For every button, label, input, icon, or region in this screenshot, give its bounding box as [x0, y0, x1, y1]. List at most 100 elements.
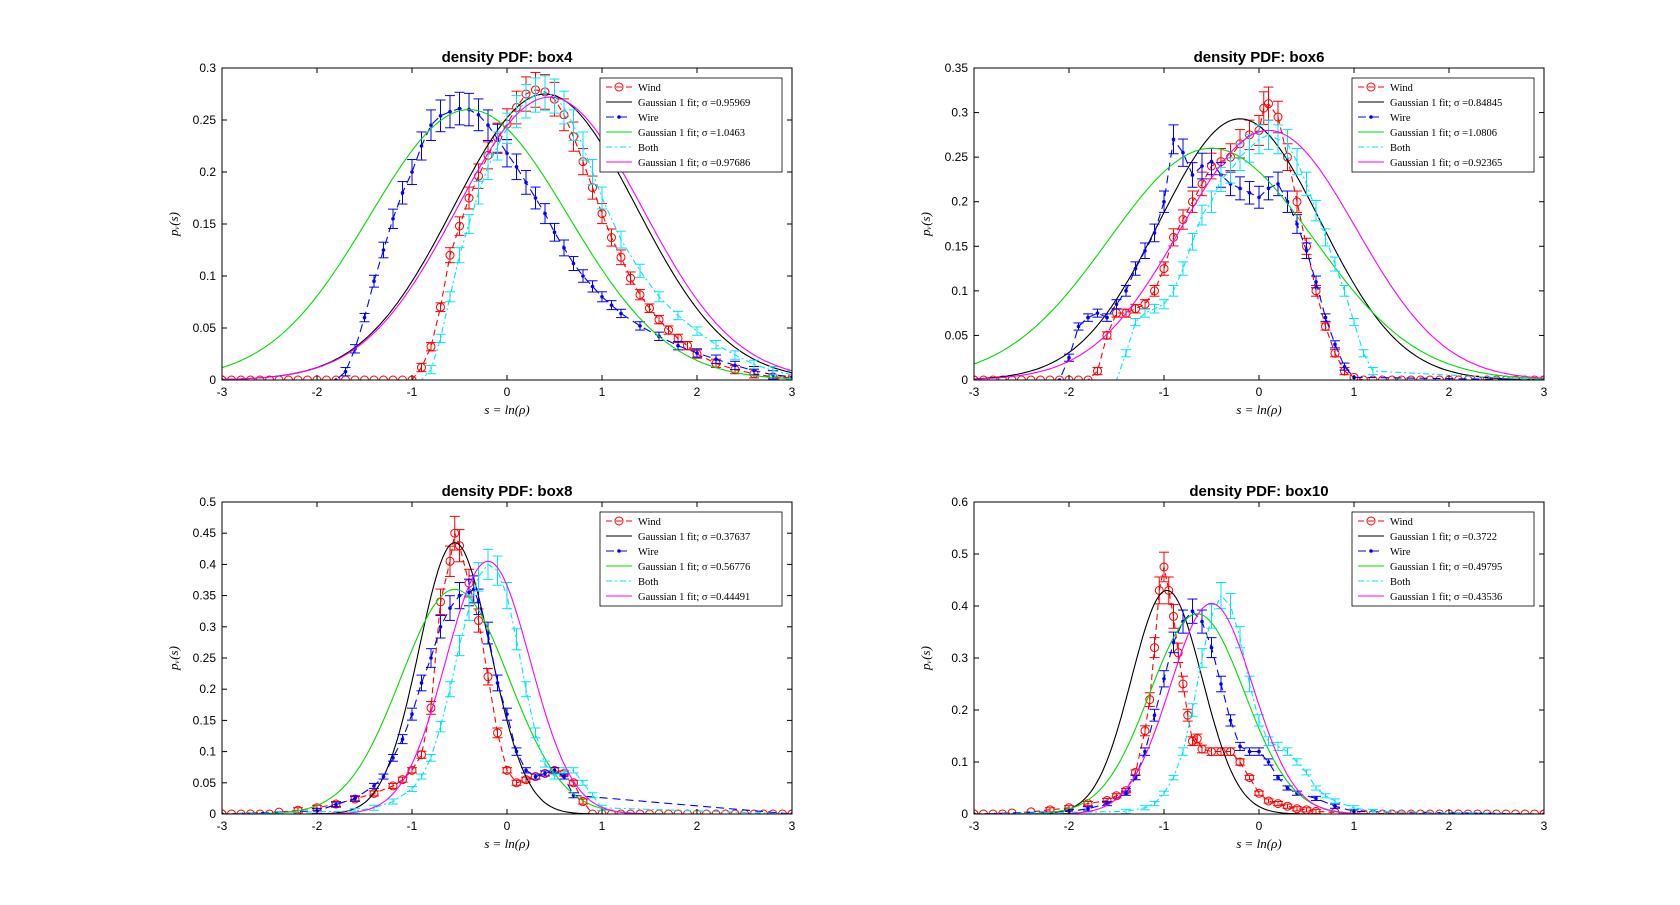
error-bar	[1282, 129, 1293, 159]
error-bar	[1311, 199, 1321, 222]
error-bar	[1121, 808, 1131, 814]
data-point-circle	[1292, 197, 1302, 207]
error-bar	[1168, 285, 1179, 297]
data-point-circle	[445, 250, 455, 260]
data-point-dot	[381, 774, 386, 779]
legend-label: Gaussian 1 fit; σ =0.44491	[638, 592, 750, 603]
legend-item: Wind	[606, 82, 662, 94]
error-bar	[787, 370, 792, 380]
data-point-dot	[438, 625, 443, 629]
data-point-circle	[1359, 809, 1368, 814]
data-point-circle	[1074, 375, 1083, 380]
data-point-circle	[512, 778, 521, 788]
data-point-circle	[379, 375, 388, 380]
data-point-dot	[410, 170, 414, 174]
data-point-dot	[438, 114, 443, 118]
data-point-dot	[419, 144, 424, 148]
data-point-circle	[1283, 801, 1292, 811]
data-point-circle	[1492, 375, 1501, 380]
data-point-dot	[1190, 173, 1195, 177]
legend-box	[599, 511, 783, 607]
data-point-circle	[407, 765, 417, 775]
data-point-dot	[733, 363, 737, 368]
error-bar	[1301, 171, 1312, 197]
x-axis-label: s = ln(ρ)	[1236, 402, 1281, 417]
data-point-circle	[1026, 375, 1036, 380]
y-axis-label: pᵥ(s)	[918, 646, 933, 671]
series-fit-line	[974, 613, 1544, 814]
data-point-circle	[455, 541, 464, 551]
data-point-circle	[417, 750, 426, 760]
y-tick-label: 0.05	[945, 328, 969, 342]
y-tick-label: 0.2	[199, 682, 216, 696]
data-point-circle	[350, 375, 360, 380]
error-bar	[445, 247, 455, 264]
data-point-circle	[1145, 695, 1155, 705]
error-bar	[1187, 233, 1198, 251]
error-bar	[540, 760, 550, 768]
series-data-line	[974, 594, 1544, 814]
error-bar	[502, 112, 512, 144]
legend-item: Wind	[606, 516, 662, 528]
data-point-dot	[1342, 364, 1347, 369]
data-point-dot	[1076, 324, 1081, 329]
data-point-circle	[1330, 348, 1340, 358]
data-point-circle	[1463, 809, 1473, 814]
legend-label: Gaussian 1 fit; σ =1.0463	[638, 128, 745, 139]
data-point-circle	[265, 375, 274, 380]
data-point-circle	[626, 273, 635, 283]
data-point-dot	[1143, 248, 1147, 253]
y-tick-label: 0.5	[951, 547, 968, 561]
data-point-dot	[486, 631, 490, 635]
data-point-dot	[391, 217, 395, 221]
error-bar	[445, 545, 455, 577]
data-point-dot	[1285, 786, 1290, 790]
error-bar	[1140, 805, 1150, 811]
legend-item: Gaussian 1 fit; σ =0.92365	[1358, 158, 1502, 169]
data-point-dot	[1162, 199, 1166, 204]
data-point-dot	[514, 749, 519, 754]
data-point-circle	[1093, 366, 1102, 376]
error-bar	[454, 634, 465, 657]
legend-item: Gaussian 1 fit; σ =1.0463	[606, 128, 745, 139]
series-data-line	[974, 134, 1544, 380]
data-point-dot	[524, 768, 528, 773]
data-point-circle	[284, 375, 293, 380]
y-tick-label: 0.1	[951, 284, 968, 298]
x-tick-label: 0	[504, 385, 511, 399]
error-bar	[1273, 124, 1283, 155]
legend-item: Both	[1358, 577, 1411, 588]
legend-label: Wind	[638, 83, 662, 94]
data-point-circle	[711, 809, 721, 814]
data-point-circle	[474, 616, 483, 626]
data-point-circle	[979, 809, 988, 814]
data-point-circle	[1159, 562, 1169, 572]
data-point-dot	[752, 368, 756, 373]
chart-panel: -3 -2 -1 0 1 2 3 0 0.1 0.2 0.3 0.4 0.5 0.6 density PDF…	[918, 483, 1548, 851]
error-bar	[568, 767, 579, 774]
data-point-circle	[531, 772, 540, 782]
error-bar	[587, 792, 598, 799]
y-tick-label: 0.4	[951, 599, 968, 613]
data-point-circle	[1259, 103, 1269, 113]
legend-label: Both	[1390, 143, 1411, 154]
data-point-dot	[1295, 222, 1299, 226]
data-point-circle	[664, 325, 673, 335]
y-tick-label: 0	[961, 807, 968, 821]
error-bar	[1235, 758, 1245, 766]
y-tick-label: 0.6	[951, 495, 968, 509]
error-bar	[1159, 790, 1169, 796]
data-point-circle	[1036, 375, 1045, 380]
error-bar	[426, 364, 436, 375]
data-point-dot	[562, 246, 566, 250]
error-bar	[1292, 147, 1302, 176]
data-point-dot	[1152, 713, 1157, 717]
y-tick-label: 0.2	[951, 195, 968, 209]
error-bar	[1206, 190, 1217, 213]
data-point-dot	[353, 796, 357, 801]
data-point-dot	[1200, 164, 1204, 168]
error-bar	[1178, 675, 1188, 693]
x-tick-label: -1	[407, 385, 418, 399]
data-point-dot	[400, 191, 405, 195]
error-bar	[616, 249, 626, 266]
